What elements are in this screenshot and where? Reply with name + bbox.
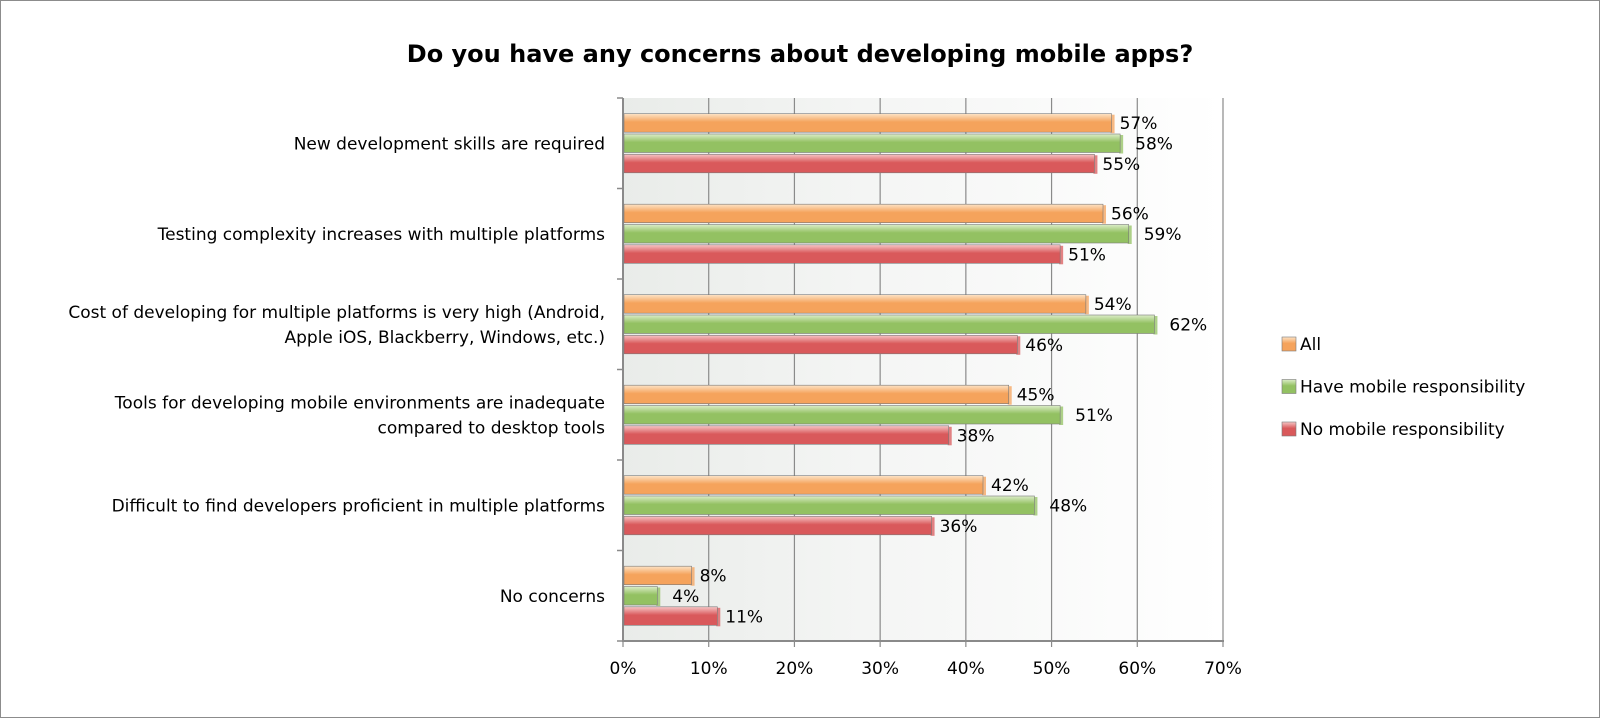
x-tick-label: 10% xyxy=(690,659,728,679)
x-tick-label: 50% xyxy=(1033,659,1071,679)
bar-side xyxy=(947,426,952,446)
legend-swatch xyxy=(1281,421,1297,437)
bar xyxy=(623,203,1104,223)
bar-side xyxy=(1110,114,1115,134)
bar-side xyxy=(1084,295,1089,315)
bar-side xyxy=(930,517,935,536)
category-label: No concerns xyxy=(500,587,605,607)
legend-swatch xyxy=(1281,379,1297,394)
bar-side xyxy=(1016,336,1021,355)
bar-side xyxy=(1007,386,1012,405)
bar xyxy=(623,314,1155,334)
category-label: Difficult to find developers proficient … xyxy=(112,496,606,516)
legend-label: Have mobile responsibility xyxy=(1300,378,1525,398)
category-label: New development skills are required xyxy=(294,134,605,154)
category-label: Cost of developing for multiple platform… xyxy=(68,303,605,323)
bar xyxy=(623,154,1095,174)
data-label: 51% xyxy=(1075,406,1113,426)
bar xyxy=(623,334,1018,355)
chart-title: Do you have any concerns about developin… xyxy=(407,40,1193,68)
bar-side xyxy=(1127,225,1132,244)
bar-side xyxy=(1033,497,1038,516)
data-label: 51% xyxy=(1068,245,1106,265)
data-label: 54% xyxy=(1094,295,1132,315)
category-label: compared to desktop tools xyxy=(377,418,605,438)
bar xyxy=(623,495,1035,515)
data-label: 59% xyxy=(1144,225,1182,245)
legend: All Have mobile responsibility No mobile r… xyxy=(1281,335,1525,440)
bar xyxy=(623,565,692,586)
bar xyxy=(623,475,984,495)
plot-background xyxy=(623,98,1223,641)
data-label: 58% xyxy=(1135,135,1173,155)
bar xyxy=(623,384,1010,405)
x-tick-label: 40% xyxy=(947,659,985,679)
bar-side xyxy=(656,587,661,606)
data-label: 48% xyxy=(1049,497,1087,517)
bar xyxy=(623,405,1061,425)
legend-swatch xyxy=(1281,336,1297,352)
data-label: 45% xyxy=(1017,386,1055,406)
bar xyxy=(623,133,1121,153)
data-label: 56% xyxy=(1111,205,1149,225)
bar-side xyxy=(1102,205,1106,224)
bar xyxy=(623,294,1087,314)
category-label: Testing complexity increases with multip… xyxy=(157,225,606,245)
bar xyxy=(623,425,950,445)
data-label: 62% xyxy=(1169,316,1207,336)
bar-side xyxy=(1153,316,1158,335)
data-label: 8% xyxy=(700,567,727,587)
bar-side xyxy=(982,476,986,496)
x-tick-label: 0% xyxy=(610,659,637,679)
bar-side xyxy=(1093,155,1098,174)
legend-label: All xyxy=(1300,335,1321,355)
data-label: 4% xyxy=(672,587,699,607)
data-label: 57% xyxy=(1120,114,1158,134)
legend-label: No mobile responsibility xyxy=(1300,420,1505,440)
data-label: 11% xyxy=(725,607,763,627)
data-label: 46% xyxy=(1025,336,1063,356)
plot-area: 0% 10% 20% 30% 40% 50% 60% 70% 57%58%55% New deve… xyxy=(68,97,1242,679)
data-label: 36% xyxy=(940,517,978,537)
data-label: 42% xyxy=(991,476,1029,496)
bar xyxy=(623,113,1112,133)
x-tick-label: 20% xyxy=(776,659,814,679)
bar-side xyxy=(1059,406,1064,425)
bar xyxy=(623,224,1130,244)
bar-side xyxy=(1119,135,1124,154)
x-tick-label: 70% xyxy=(1204,659,1242,679)
bar xyxy=(623,244,1061,264)
category-label: Tools for developing mobile environments… xyxy=(114,393,605,413)
category-label: Apple iOS, Blackberry, Windows, etc.) xyxy=(285,328,606,348)
x-tick-label: 60% xyxy=(1118,659,1156,679)
bar-side xyxy=(1059,245,1064,265)
bar xyxy=(623,586,658,606)
bar xyxy=(623,515,932,536)
bar xyxy=(623,606,718,626)
bar-side xyxy=(716,607,721,627)
data-label: 38% xyxy=(957,426,995,446)
x-tick-label: 30% xyxy=(861,659,899,679)
bar-side xyxy=(690,567,695,586)
data-label: 55% xyxy=(1102,155,1140,175)
